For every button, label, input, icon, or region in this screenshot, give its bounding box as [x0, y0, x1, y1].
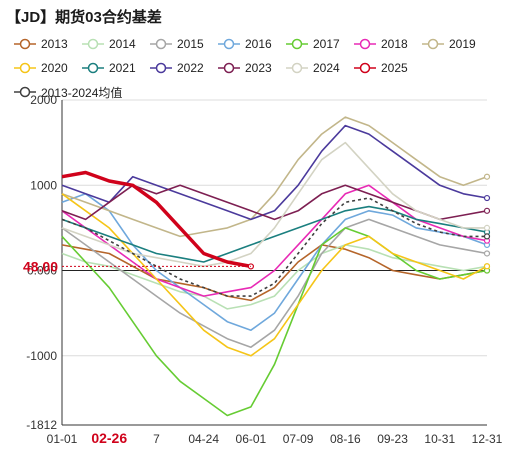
series-line-2015 — [61, 218, 488, 349]
legend-swatch-icon — [422, 38, 444, 50]
legend-swatch-icon — [218, 62, 240, 74]
legend-item-2025[interactable]: 2025 — [354, 60, 408, 76]
x-tick-label: 01-01 — [47, 432, 78, 446]
legend-swatch-icon — [82, 62, 104, 74]
legend-label: 2018 — [381, 37, 408, 51]
x-tick-label: 08-16 — [330, 432, 361, 446]
y-tick-label: -1000 — [26, 349, 57, 363]
series-end-point — [483, 194, 491, 202]
legend-label: 2020 — [41, 61, 68, 75]
legend-item-2015[interactable]: 2015 — [150, 36, 204, 52]
legend-item-2024[interactable]: 2024 — [286, 60, 340, 76]
x-tick-label: 07-09 — [283, 432, 314, 446]
series-line-2023 — [61, 184, 488, 221]
x-tick-label: 12-31 — [472, 432, 503, 446]
x-tick-label: 04-24 — [188, 432, 219, 446]
current-value-label: 48.00 — [23, 258, 58, 274]
legend-label: 2022 — [177, 61, 204, 75]
legend-item-2016[interactable]: 2016 — [218, 36, 272, 52]
legend-swatch-icon — [218, 38, 240, 50]
legend-item-2021[interactable]: 2021 — [82, 60, 136, 76]
x-tick-label: 10-31 — [424, 432, 455, 446]
y-tick-label: 1000 — [30, 178, 57, 192]
legend-item-average[interactable]: 2013-2024均值 — [14, 84, 122, 100]
legend-label: 2025 — [381, 61, 408, 75]
legend-swatch-icon — [286, 38, 308, 50]
legend-label: 2016 — [245, 37, 272, 51]
series-line-2019 — [61, 116, 488, 238]
series-end-point — [483, 173, 491, 180]
legend-swatch-icon — [82, 38, 104, 50]
y-tick-label: 2000 — [30, 93, 57, 107]
series-line-average — [61, 197, 487, 297]
legend-item-2020[interactable]: 2020 — [14, 60, 68, 76]
legend-swatch-icon — [150, 38, 172, 50]
legend-item-2022[interactable]: 2022 — [150, 60, 204, 76]
series-end-point — [483, 263, 491, 270]
legend-swatch-icon — [286, 62, 308, 74]
legend-swatch-icon — [14, 62, 36, 74]
series-line-2024 — [61, 141, 487, 268]
y-tick-label: -1812 — [26, 418, 57, 432]
series-line-2017 — [61, 227, 488, 417]
legend-label: 2015 — [177, 37, 204, 51]
legend-label: 2019 — [449, 37, 476, 51]
legend-item-2019[interactable]: 2019 — [422, 36, 476, 52]
legend-item-2023[interactable]: 2023 — [218, 60, 272, 76]
legend-item-2018[interactable]: 2018 — [354, 36, 408, 52]
series-end-point — [483, 250, 491, 257]
legend-label: 2014 — [109, 37, 136, 51]
legend-label: 2024 — [313, 61, 340, 75]
chart-title: 【JD】期货03合约基差 — [6, 9, 162, 26]
series-line-2021 — [61, 205, 488, 263]
series-end-point — [483, 207, 491, 214]
series-end-point — [483, 224, 491, 231]
legend-label: 2017 — [313, 37, 340, 51]
x-tick-label: 7 — [153, 432, 160, 446]
series-line-2014 — [61, 244, 488, 310]
legend-swatch-icon — [14, 86, 36, 98]
y-tick-label: 0.000 — [27, 264, 57, 278]
legend-label: 2013 — [41, 37, 68, 51]
legend-swatch-icon — [150, 62, 172, 74]
legend-label: 2023 — [245, 61, 272, 75]
legend-item-2013[interactable]: 2013 — [14, 36, 68, 52]
legend-item-2014[interactable]: 2014 — [82, 36, 136, 52]
legend-swatch-icon — [354, 38, 376, 50]
series-end-point — [483, 233, 491, 240]
series-line-2018 — [61, 184, 488, 297]
x-tick-label: 09-23 — [377, 432, 408, 446]
x-tick-label: 06-01 — [236, 432, 267, 446]
series-line-2022 — [61, 124, 488, 221]
legend-label: 2021 — [109, 61, 136, 75]
series-line-2025 — [61, 170, 252, 269]
legend-swatch-icon — [14, 38, 36, 50]
series-line-2013 — [61, 244, 488, 302]
legend-swatch-icon — [354, 62, 376, 74]
legend-item-2017[interactable]: 2017 — [286, 36, 340, 52]
legend-label: 2013-2024均值 — [41, 85, 123, 100]
x-tick-label-highlight: 02-26 — [91, 430, 127, 446]
